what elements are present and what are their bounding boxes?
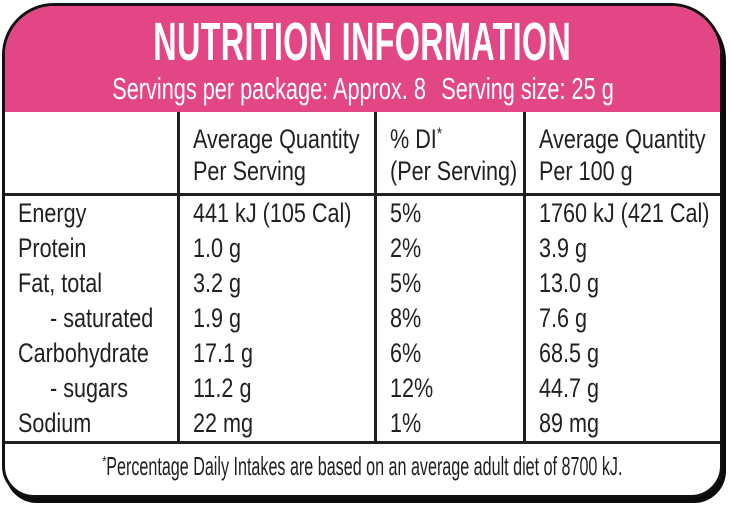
carbohydrate-di-percent: 6%	[374, 336, 523, 371]
page-title: NUTRITION INFORMATION	[153, 12, 572, 72]
sugars-di-percent: 12%	[374, 371, 523, 406]
footnote-text: Percentage Daily Intakes are based on an…	[106, 451, 623, 481]
sodium-per-serving: 22 mg	[177, 406, 374, 441]
serving-info-line: Servings per package: Approx. 8 Serving s…	[112, 71, 614, 106]
row-label-fat-total: Fat, total	[18, 268, 103, 298]
column-header-di: % DI* (Per Serving)	[374, 112, 523, 196]
sodium-di-percent: 1%	[374, 406, 523, 441]
per-100g-header-line2: Per 100 g	[539, 156, 633, 186]
sugars-per-100g: 44.7 g	[523, 371, 720, 406]
fat-total-per-serving: 3.2 g	[177, 266, 374, 301]
per-serving-header-line2: Per Serving	[193, 156, 306, 186]
fat-total-di-percent: 5%	[374, 266, 523, 301]
carbohydrate-per-serving: 17.1 g	[177, 336, 374, 371]
column-header-empty	[5, 112, 177, 196]
row-label-energy: Energy	[18, 198, 87, 228]
column-header-per-100g: Average Quantity Per 100 g	[523, 112, 720, 196]
serving-size-text: Serving size: 25 g	[441, 71, 614, 106]
fat-total-per-100g: 13.0 g	[523, 266, 720, 301]
servings-per-package-text: Servings per package: Approx. 8	[112, 71, 426, 106]
energy-per-serving: 441 kJ (105 Cal)	[177, 196, 374, 231]
row-label-sodium: Sodium	[18, 408, 92, 438]
protein-per-serving: 1.0 g	[177, 231, 374, 266]
row-label-saturated: - saturated	[50, 303, 154, 333]
sugars-per-serving: 11.2 g	[177, 371, 374, 406]
saturated-per-serving: 1.9 g	[177, 301, 374, 336]
nutrition-label: NUTRITION INFORMATION Servings per packa…	[2, 3, 723, 498]
column-header-per-serving: Average Quantity Per Serving	[177, 112, 374, 196]
row-label-protein: Protein	[18, 233, 87, 263]
energy-per-100g: 1760 kJ (421 Cal)	[523, 196, 720, 231]
per-serving-header-line1: Average Quantity	[193, 124, 360, 154]
di-header-line1: % DI	[390, 124, 437, 154]
row-label-sugars: - sugars	[50, 373, 129, 403]
nutrition-table: Average Quantity Per Serving % DI* (Per Se…	[5, 112, 720, 441]
protein-per-100g: 3.9 g	[523, 231, 720, 266]
row-label-carbohydrate: Carbohydrate	[18, 338, 149, 368]
energy-di-percent: 5%	[374, 196, 523, 231]
saturated-di-percent: 8%	[374, 301, 523, 336]
label-header: NUTRITION INFORMATION Servings per packa…	[5, 6, 720, 112]
footnote-asterisk: *	[102, 453, 107, 471]
di-header-line2: (Per Serving)	[390, 156, 518, 186]
carbohydrate-per-100g: 68.5 g	[523, 336, 720, 371]
sodium-per-100g: 89 mg	[523, 406, 720, 441]
per-100g-header-line1: Average Quantity	[539, 124, 706, 154]
di-asterisk: *	[436, 124, 443, 143]
daily-intake-footnote: *Percentage Daily Intakes are based on a…	[5, 441, 720, 495]
protein-di-percent: 2%	[374, 231, 523, 266]
saturated-per-100g: 7.6 g	[523, 301, 720, 336]
